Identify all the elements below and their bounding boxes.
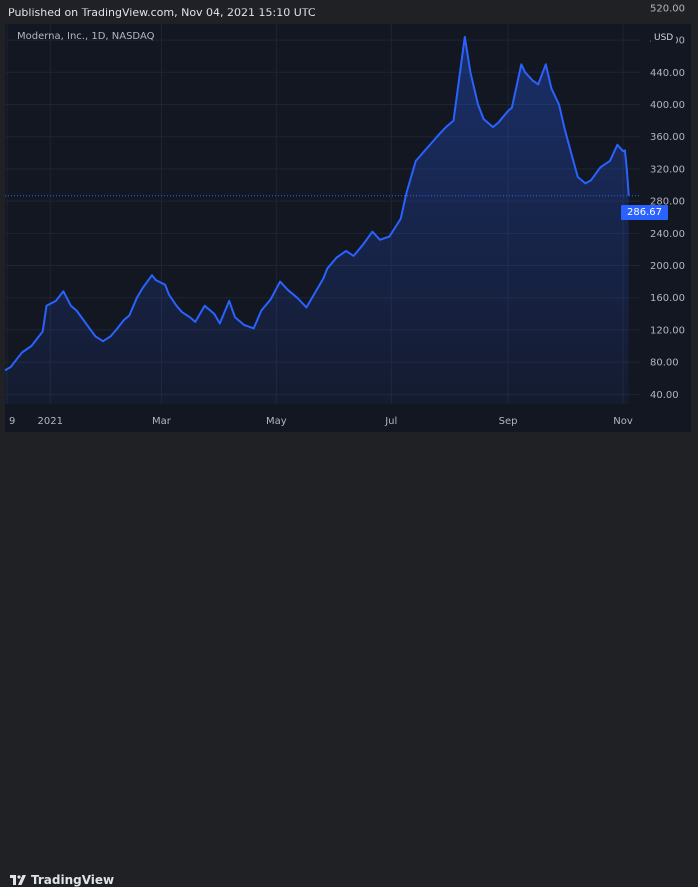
y-tick-label: 120.00 bbox=[650, 325, 685, 336]
y-tick-label: 280.00 bbox=[650, 197, 685, 208]
price-area bbox=[5, 36, 629, 405]
y-tick-label: 240.00 bbox=[650, 229, 685, 240]
x-tick-label: 9 bbox=[9, 416, 15, 427]
published-note: Published on TradingView.com, Nov 04, 20… bbox=[8, 6, 316, 19]
y-tick-label: 200.00 bbox=[650, 261, 685, 272]
x-tick-label: Jul bbox=[384, 416, 397, 427]
x-tick-label: May bbox=[266, 416, 287, 427]
publish-bar: Published on TradingView.com, Nov 04, 20… bbox=[0, 0, 698, 24]
brand-name: TradingView bbox=[31, 873, 115, 887]
y-axis[interactable]: 40.00 80.00 120.00 160.00 200.00 240.00 280.00… bbox=[650, 3, 685, 400]
y-tick-label: 400.00 bbox=[650, 100, 685, 111]
currency-label[interactable]: USD bbox=[651, 32, 677, 44]
x-tick-label: Sep bbox=[499, 416, 518, 427]
y-tick-label: 80.00 bbox=[650, 358, 679, 369]
footer: TradingView bbox=[0, 432, 698, 887]
x-tick-label: Nov bbox=[613, 416, 633, 427]
y-tick-label: 360.00 bbox=[650, 132, 685, 143]
y-tick-label: 320.00 bbox=[650, 164, 685, 175]
price-line bbox=[4, 35, 630, 372]
x-axis[interactable]: 9 2021 Mar May Jul Sep Nov bbox=[9, 416, 633, 427]
x-tick-label: 2021 bbox=[37, 416, 62, 427]
x-tick-label: Mar bbox=[152, 416, 172, 427]
symbol-title: Moderna, Inc., 1D, NASDAQ bbox=[17, 31, 155, 42]
y-tick-label: 160.00 bbox=[650, 293, 685, 304]
last-price-label: 286.67 bbox=[621, 205, 668, 220]
y-tick-label: 520.00 bbox=[650, 3, 685, 14]
price-chart[interactable]: 40.00 80.00 120.00 160.00 200.00 240.00 280.00… bbox=[0, 0, 698, 462]
y-tick-label: 40.00 bbox=[650, 390, 679, 401]
y-tick-label: 440.00 bbox=[650, 68, 685, 79]
tradingview-logo[interactable]: TradingView bbox=[10, 873, 114, 887]
tradingview-logo-icon bbox=[10, 875, 26, 885]
